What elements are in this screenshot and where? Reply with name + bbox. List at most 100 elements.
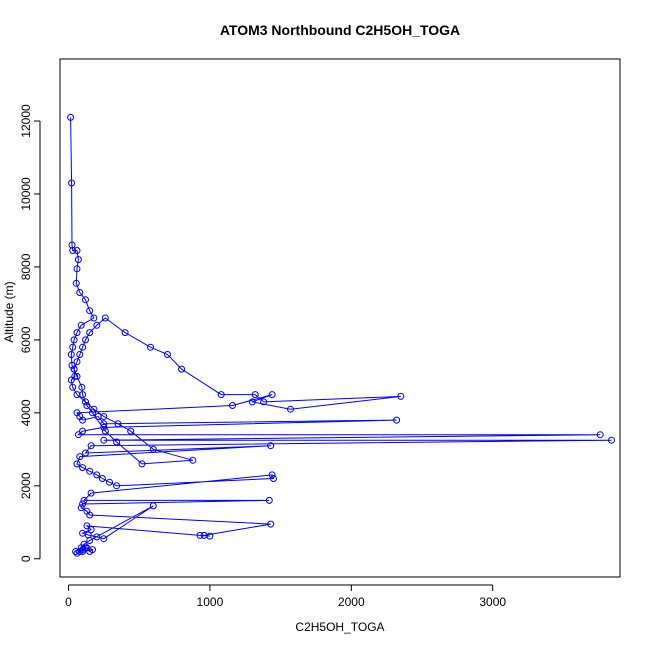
- data-point: [90, 314, 98, 322]
- y-tick-label: 2000: [19, 472, 33, 499]
- data-point: [147, 343, 154, 351]
- plot-frame: [59, 58, 621, 578]
- data-point: [127, 427, 135, 435]
- data-point: [76, 453, 84, 461]
- y-tick-label: 12000: [19, 104, 33, 138]
- data-point: [101, 314, 109, 322]
- data-point: [149, 445, 157, 453]
- x-tick-label: 3000: [479, 595, 506, 609]
- data-point: [74, 431, 82, 439]
- data-point: [86, 511, 94, 519]
- data-point: [268, 471, 276, 479]
- data-point: [79, 464, 87, 472]
- data-point: [68, 361, 76, 369]
- data-point: [71, 372, 79, 380]
- series-points-group: [67, 113, 615, 557]
- data-point: [270, 475, 277, 482]
- data-point: [90, 405, 98, 413]
- y-tick-label: 0: [19, 555, 33, 562]
- data-point: [69, 383, 77, 391]
- data-point: [113, 482, 121, 490]
- data-point: [260, 398, 268, 406]
- data-point: [100, 420, 108, 428]
- data-point: [77, 321, 85, 329]
- data-point: [73, 329, 81, 337]
- data-point: [83, 402, 91, 409]
- data-point: [93, 471, 101, 479]
- data-point: [100, 423, 108, 431]
- data-point: [73, 247, 81, 254]
- data-point: [70, 336, 78, 344]
- data-point: [86, 537, 94, 544]
- data-point: [82, 296, 89, 304]
- data-point: [121, 329, 129, 337]
- y-axis-label: Altitude (m): [2, 281, 16, 342]
- data-point: [79, 500, 87, 508]
- data-point: [189, 456, 197, 464]
- data-point: [101, 427, 109, 435]
- data-point: [67, 376, 75, 384]
- data-point: [67, 351, 75, 358]
- data-point: [79, 343, 87, 351]
- data-point: [98, 475, 106, 482]
- data-point: [72, 279, 80, 287]
- data-point: [76, 351, 84, 358]
- data-point: [87, 489, 95, 497]
- data-point: [82, 398, 89, 406]
- data-point: [83, 522, 91, 530]
- data-point: [397, 392, 405, 400]
- data-point: [73, 549, 81, 557]
- data-point: [79, 416, 87, 424]
- data-point: [93, 533, 101, 541]
- data-point: [251, 391, 259, 399]
- data-point: [267, 520, 275, 528]
- data-point: [93, 321, 101, 329]
- data-point: [608, 436, 615, 444]
- data-point: [72, 548, 80, 555]
- data-point: [196, 531, 204, 539]
- data-point: [76, 289, 84, 296]
- y-tick-label: 4000: [19, 399, 33, 426]
- y-tick-label: 8000: [19, 253, 33, 280]
- y-tick-label: 10000: [19, 177, 33, 211]
- data-point: [87, 442, 95, 450]
- data-point: [149, 502, 157, 510]
- data-point: [78, 383, 86, 391]
- chart-title: ATOM3 Northbound C2H5OH_TOGA: [220, 22, 460, 38]
- data-point: [69, 343, 77, 351]
- data-point: [73, 460, 81, 468]
- data-point: [67, 113, 75, 121]
- data-point: [86, 467, 94, 475]
- data-point: [94, 413, 102, 420]
- data-point: [206, 532, 214, 540]
- data-point: [73, 358, 81, 366]
- x-axis: 0 1000 2000 3000: [65, 584, 506, 609]
- x-axis-label: C2H5OH_TOGA: [295, 620, 384, 634]
- data-point: [80, 496, 88, 504]
- data-point: [73, 372, 81, 380]
- data-point: [100, 535, 108, 543]
- data-point: [393, 416, 401, 424]
- data-point: [100, 436, 108, 444]
- data-point: [86, 307, 94, 315]
- data-point: [69, 247, 77, 254]
- data-point: [287, 405, 294, 413]
- data-point: [82, 449, 89, 457]
- x-tick-label: 1000: [197, 595, 224, 609]
- y-tick-label: 6000: [19, 326, 33, 353]
- data-point: [164, 351, 171, 358]
- data-point: [113, 438, 121, 446]
- data-point: [87, 526, 95, 534]
- data-point: [268, 391, 276, 399]
- data-point: [74, 256, 82, 264]
- data-point: [178, 365, 186, 373]
- data-point: [86, 329, 94, 337]
- data-point: [70, 365, 78, 373]
- data-point: [596, 431, 604, 439]
- x-tick-label: 0: [65, 595, 72, 609]
- data-point: [248, 398, 256, 406]
- data-point: [89, 409, 96, 417]
- data-point: [77, 504, 85, 512]
